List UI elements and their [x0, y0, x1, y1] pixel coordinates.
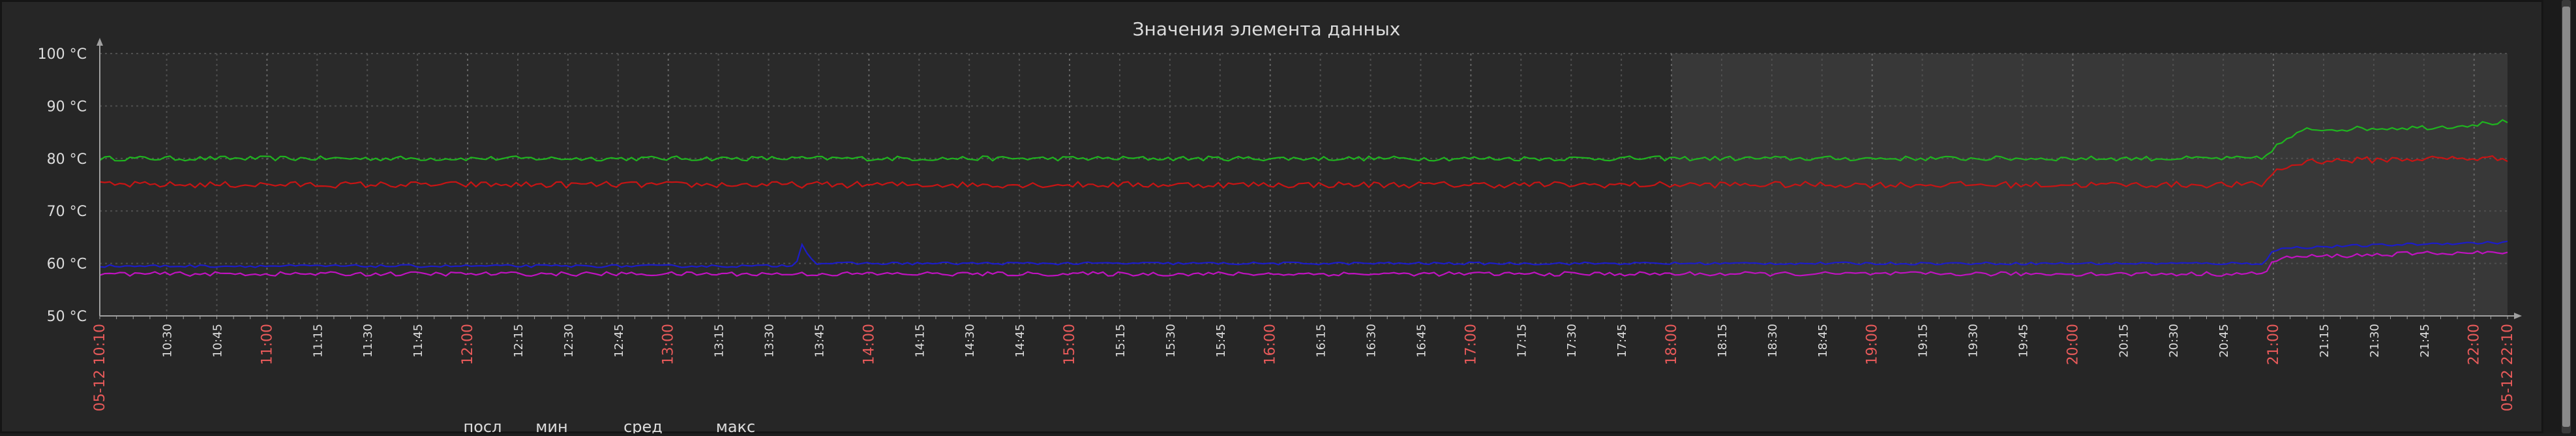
y-tick-label: 50 °C [47, 309, 87, 325]
x-tick-label: 17:30 [1565, 324, 1579, 358]
y-tick-label: 100 °C [38, 46, 87, 63]
x-tick-label: 11:00 [259, 324, 275, 365]
x-tick-label: 19:30 [1967, 324, 1981, 358]
x-tick-label: 17:00 [1463, 324, 1479, 365]
x-tick-label: 19:45 [2016, 324, 2030, 358]
x-tick-label: 20:30 [2167, 324, 2181, 358]
x-tick-label: 18:00 [1664, 324, 1680, 365]
chart-title: Значения элемента данных [1133, 18, 1401, 40]
x-tick-label: 12:30 [562, 324, 576, 358]
x-tick-label: 19:00 [1865, 324, 1881, 365]
x-tick-label: 20:00 [2065, 324, 2081, 365]
x-tick-label: 20:15 [2117, 324, 2131, 358]
x-tick-label: 12:00 [460, 324, 476, 365]
x-tick-label: 22:00 [2466, 324, 2483, 365]
x-tick-label: 12:15 [512, 324, 526, 358]
y-axis-labels: 100 °C 90 °C 80 °C 70 °C 60 °C 50 °C [38, 46, 87, 325]
x-axis-arrow [2514, 313, 2522, 319]
x-tick-label: 14:45 [1013, 324, 1027, 358]
x-tick-label: 16:15 [1315, 324, 1328, 358]
x-tick-label: 12:45 [612, 324, 626, 358]
x-axis-labels: 05-12 10:10 10:30 10:45 11:00 11:15 11:30 11:4… [92, 324, 2516, 411]
x-tick-label: 21:15 [2318, 324, 2331, 358]
y-tick-label: 70 °C [47, 204, 87, 220]
scrollbar-thumb[interactable] [2562, 7, 2570, 427]
legend-header-last: посл [464, 418, 502, 433]
y-tick-label: 60 °C [47, 257, 87, 273]
x-tick-label: 21:45 [2418, 324, 2432, 358]
series-layer [99, 119, 2508, 277]
x-tick-label: 21:30 [2368, 324, 2382, 358]
x-tick-label: 05-12 22:10 [2500, 324, 2516, 411]
legend-header-avg: сред [623, 418, 663, 433]
series-line-4 [99, 250, 2508, 277]
x-tick-label: 21:00 [2266, 324, 2282, 365]
series-line-3 [99, 240, 2508, 268]
x-tick-label: 15:30 [1164, 324, 1178, 358]
x-tick-label: 16:30 [1365, 324, 1379, 358]
x-tick-label: 13:45 [813, 324, 826, 358]
y-tick-label: 90 °C [47, 99, 87, 115]
x-tick-label: 19:15 [1917, 324, 1930, 358]
x-tick-label: 15:15 [1114, 324, 1128, 358]
x-tick-label: 17:45 [1615, 324, 1629, 358]
x-tick-label: 14:15 [913, 324, 927, 358]
x-tick-label: 10:30 [161, 324, 175, 358]
x-tick-label: 17:15 [1515, 324, 1529, 358]
x-tick-label: 13:15 [713, 324, 726, 358]
legend-header-max: макс [716, 418, 756, 433]
series-line-2 [99, 155, 2508, 189]
x-tick-label: 05-12 10:10 [92, 324, 108, 411]
right-scrollbar-gutter [2543, 0, 2576, 433]
series-line-1 [99, 119, 2508, 162]
x-tick-label: 11:30 [361, 324, 375, 358]
x-tick-label: 13:30 [763, 324, 777, 358]
x-tick-label: 11:15 [311, 324, 325, 358]
x-tick-label: 18:45 [1816, 324, 1830, 358]
x-tick-label: 16:45 [1415, 324, 1428, 358]
legend-header: посл мин сред макс [464, 418, 756, 436]
x-tick-label: 14:00 [861, 324, 877, 365]
x-tick-label: 16:00 [1263, 324, 1279, 365]
x-tick-label: 11:45 [412, 324, 425, 358]
x-tick-label: 13:00 [661, 324, 677, 365]
x-tick-label: 18:15 [1716, 324, 1730, 358]
x-tick-label: 10:45 [211, 324, 224, 358]
x-tick-label: 14:30 [963, 324, 977, 358]
y-tick-label: 80 °C [47, 151, 87, 168]
x-tick-label: 18:30 [1766, 324, 1780, 358]
axes [97, 38, 2522, 319]
legend-header-min: мин [535, 418, 567, 433]
x-tick-label: 20:45 [2217, 324, 2231, 358]
y-axis-arrow [97, 38, 103, 46]
x-tick-label: 15:00 [1062, 324, 1078, 365]
x-tick-label: 15:45 [1214, 324, 1228, 358]
